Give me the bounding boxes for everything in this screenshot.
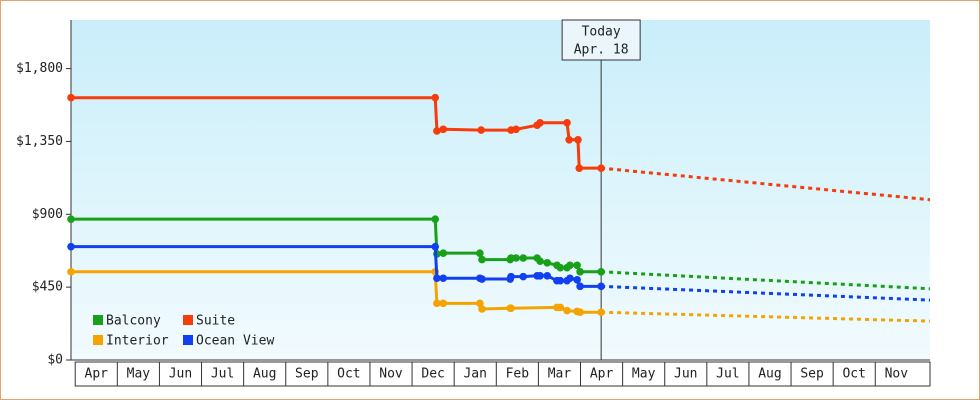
- point: [439, 274, 448, 283]
- y-tick-label: $450: [32, 280, 63, 295]
- point: [576, 308, 584, 317]
- point: [431, 215, 440, 223]
- point: [556, 303, 565, 312]
- point: [597, 164, 605, 172]
- x-tick-label: Jul: [211, 367, 234, 382]
- month-row: [74, 361, 931, 387]
- point: [478, 275, 486, 283]
- point: [478, 305, 486, 313]
- x-tick-label: Jan: [463, 367, 486, 382]
- x-tick-label: May: [632, 367, 656, 382]
- projection-line: [601, 270, 931, 291]
- projection-line: [601, 284, 931, 302]
- point: [67, 242, 75, 251]
- y-tick-label: $900: [32, 207, 63, 222]
- point: [556, 263, 565, 272]
- point: [67, 267, 75, 276]
- point: [563, 306, 571, 315]
- x-tick-label: Nov: [885, 367, 909, 382]
- x-tick-label: Jul: [716, 367, 739, 382]
- point: [507, 304, 515, 312]
- legend-swatch: [183, 315, 193, 325]
- point: [566, 261, 574, 270]
- x-tick-label: Jun: [674, 367, 697, 382]
- point: [536, 119, 544, 127]
- point: [439, 125, 448, 134]
- point: [477, 126, 485, 134]
- legend-label: Balcony: [106, 314, 161, 329]
- x-tick-label: Feb: [506, 367, 530, 382]
- today-box: [561, 19, 641, 61]
- point: [576, 267, 584, 276]
- legend-label: Suite: [196, 314, 235, 329]
- projection-line: [601, 310, 931, 323]
- point: [565, 136, 573, 144]
- point: [476, 249, 484, 257]
- point: [576, 282, 584, 291]
- plot-area: [71, 20, 930, 360]
- point: [67, 93, 75, 102]
- point: [431, 242, 440, 251]
- point: [574, 136, 582, 144]
- point: [556, 276, 565, 285]
- x-tick-label: Oct: [337, 367, 360, 382]
- point: [512, 254, 520, 262]
- point: [507, 272, 515, 281]
- point: [597, 308, 605, 317]
- point: [575, 164, 584, 172]
- point: [563, 119, 571, 127]
- point: [566, 274, 574, 283]
- y-tick-label: $1,800: [16, 61, 63, 76]
- x-tick-label: Apr: [85, 367, 109, 382]
- x-tick-label: Sep: [800, 367, 824, 382]
- today-label: Apr. 18: [574, 43, 629, 58]
- x-tick-label: Oct: [842, 367, 865, 382]
- x-tick-label: Dec: [421, 367, 444, 382]
- legend-swatch: [183, 335, 193, 345]
- y-tick-label: $0: [47, 353, 63, 368]
- legend-swatch: [93, 315, 103, 325]
- x-tick-label: May: [127, 367, 151, 382]
- today-label: Today: [582, 25, 621, 40]
- x-tick-label: Nov: [379, 367, 403, 382]
- x-tick-label: Sep: [295, 367, 319, 382]
- point: [597, 282, 605, 291]
- point: [433, 274, 441, 283]
- point: [573, 261, 581, 270]
- point: [433, 299, 441, 308]
- point: [519, 272, 528, 281]
- point: [439, 249, 448, 257]
- point: [67, 215, 75, 223]
- x-tick-label: Apr: [590, 367, 614, 382]
- point: [431, 93, 440, 102]
- legend-label: Ocean View: [196, 334, 274, 349]
- point: [536, 272, 544, 280]
- x-tick-label: Mar: [548, 367, 572, 382]
- point: [543, 259, 552, 267]
- point: [433, 127, 441, 135]
- point: [543, 272, 552, 280]
- point: [573, 276, 581, 284]
- legend-label: Interior: [106, 334, 169, 349]
- point: [536, 257, 544, 266]
- point: [519, 254, 528, 262]
- x-tick-label: Aug: [758, 367, 781, 382]
- projection-line: [600, 166, 931, 202]
- point: [512, 125, 520, 134]
- legend-swatch: [93, 335, 103, 345]
- y-tick-label: $1,350: [16, 134, 63, 149]
- point: [478, 255, 486, 264]
- x-tick-label: Jun: [169, 367, 192, 382]
- point: [439, 299, 448, 308]
- x-tick-label: Aug: [253, 367, 276, 382]
- point: [597, 267, 605, 276]
